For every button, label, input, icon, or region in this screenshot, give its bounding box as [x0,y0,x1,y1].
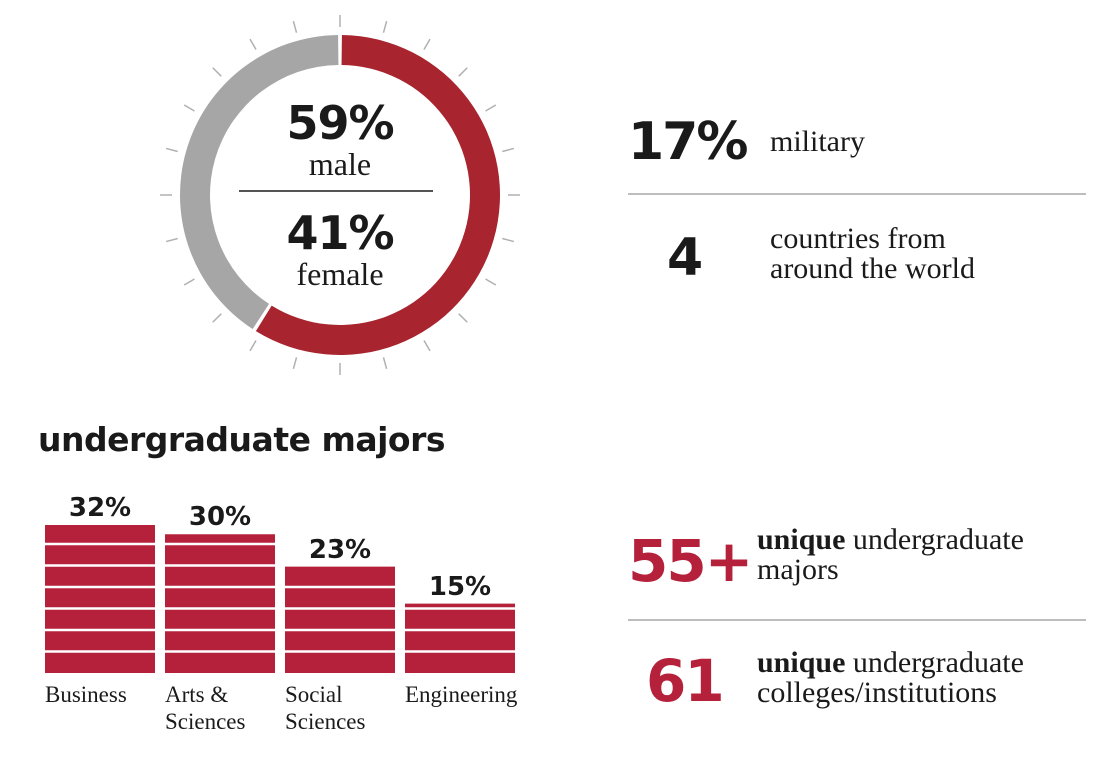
female-label: female [296,256,384,292]
majors-bar-chart [45,525,515,673]
majors-stat-label: unique undergraduate majors [757,525,1024,585]
bar-2 [285,566,395,673]
countries-stat-label: countries from around the world [770,222,975,285]
donut-tick [212,67,222,77]
bar-0 [45,525,155,673]
donut-tick [292,20,298,33]
donut-tick [423,38,431,50]
majors-stat-bold: unique [757,523,846,556]
donut-slice-female [180,35,339,330]
donut-divider [239,190,433,192]
bar-value-label: 30% [188,502,252,533]
bar-1 [165,534,275,673]
donut-tick [458,313,468,323]
colleges-stat-value: 61 [646,647,725,715]
donut-tick [249,340,257,352]
majors-stat-value: 55+ [628,527,753,595]
female-percent: 41% [286,206,394,260]
military-stat-label: military [770,125,865,158]
donut-tick [183,278,195,286]
donut-tick [382,357,388,370]
donut-tick [485,104,497,112]
section-title: undergraduate majors [38,420,446,459]
colleges-stat-text: undergraduate colleges/institutions [757,646,1024,709]
colleges-stat-label: unique undergraduate colleges/institutio… [757,648,1024,708]
colleges-stat-bold: unique [757,646,846,679]
bar-value-label: 32% [68,493,132,523]
donut-tick [183,104,195,112]
bar-category-label: Social Sciences [285,682,366,734]
male-percent: 59% [286,96,394,150]
donut-tick [249,38,257,50]
bar-category-label: Arts & Sciences [165,682,246,734]
majors-stat-text: undergraduate majors [757,523,1024,586]
male-label: male [308,146,372,182]
donut-tick [212,313,222,323]
stats-divider-top [628,193,1086,195]
stats-divider-bottom [628,619,1086,621]
donut-tick [485,278,497,286]
countries-stat-value: 4 [667,228,703,288]
bar-3 [405,603,515,673]
bar-value-label: 15% [428,571,492,602]
donut-tick [165,237,178,243]
donut-slice-male [255,35,500,355]
donut-tick [423,340,431,352]
military-stat-value: 17% [628,112,748,172]
bar-category-label: Engineering [405,682,518,707]
bar-category-label: Business [45,682,127,707]
donut-tick [292,357,298,370]
donut-tick [502,237,515,243]
donut-tick [382,20,388,33]
donut-tick [458,67,468,77]
donut-tick [165,147,178,153]
bar-value-label: 23% [308,534,372,565]
donut-tick [502,147,515,153]
gender-donut-chart [160,15,520,375]
